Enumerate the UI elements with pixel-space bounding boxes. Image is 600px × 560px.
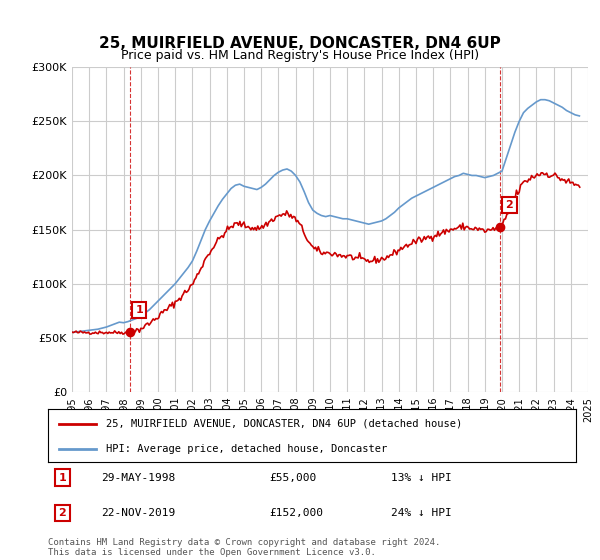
Text: 22-NOV-2019: 22-NOV-2019 xyxy=(101,508,175,518)
Text: £152,000: £152,000 xyxy=(270,508,324,518)
Text: £55,000: £55,000 xyxy=(270,473,317,483)
Text: HPI: Average price, detached house, Doncaster: HPI: Average price, detached house, Donc… xyxy=(106,444,388,454)
Text: 2: 2 xyxy=(59,508,67,518)
Text: 25, MUIRFIELD AVENUE, DONCASTER, DN4 6UP: 25, MUIRFIELD AVENUE, DONCASTER, DN4 6UP xyxy=(99,36,501,52)
Text: 2: 2 xyxy=(505,200,513,210)
Text: 25, MUIRFIELD AVENUE, DONCASTER, DN4 6UP (detached house): 25, MUIRFIELD AVENUE, DONCASTER, DN4 6UP… xyxy=(106,419,463,429)
Text: 1: 1 xyxy=(135,305,143,315)
Text: Contains HM Land Registry data © Crown copyright and database right 2024.
This d: Contains HM Land Registry data © Crown c… xyxy=(48,538,440,557)
Text: Price paid vs. HM Land Registry's House Price Index (HPI): Price paid vs. HM Land Registry's House … xyxy=(121,49,479,62)
Text: 1: 1 xyxy=(59,473,67,483)
Text: 29-MAY-1998: 29-MAY-1998 xyxy=(101,473,175,483)
Text: 24% ↓ HPI: 24% ↓ HPI xyxy=(391,508,452,518)
Text: 13% ↓ HPI: 13% ↓ HPI xyxy=(391,473,452,483)
